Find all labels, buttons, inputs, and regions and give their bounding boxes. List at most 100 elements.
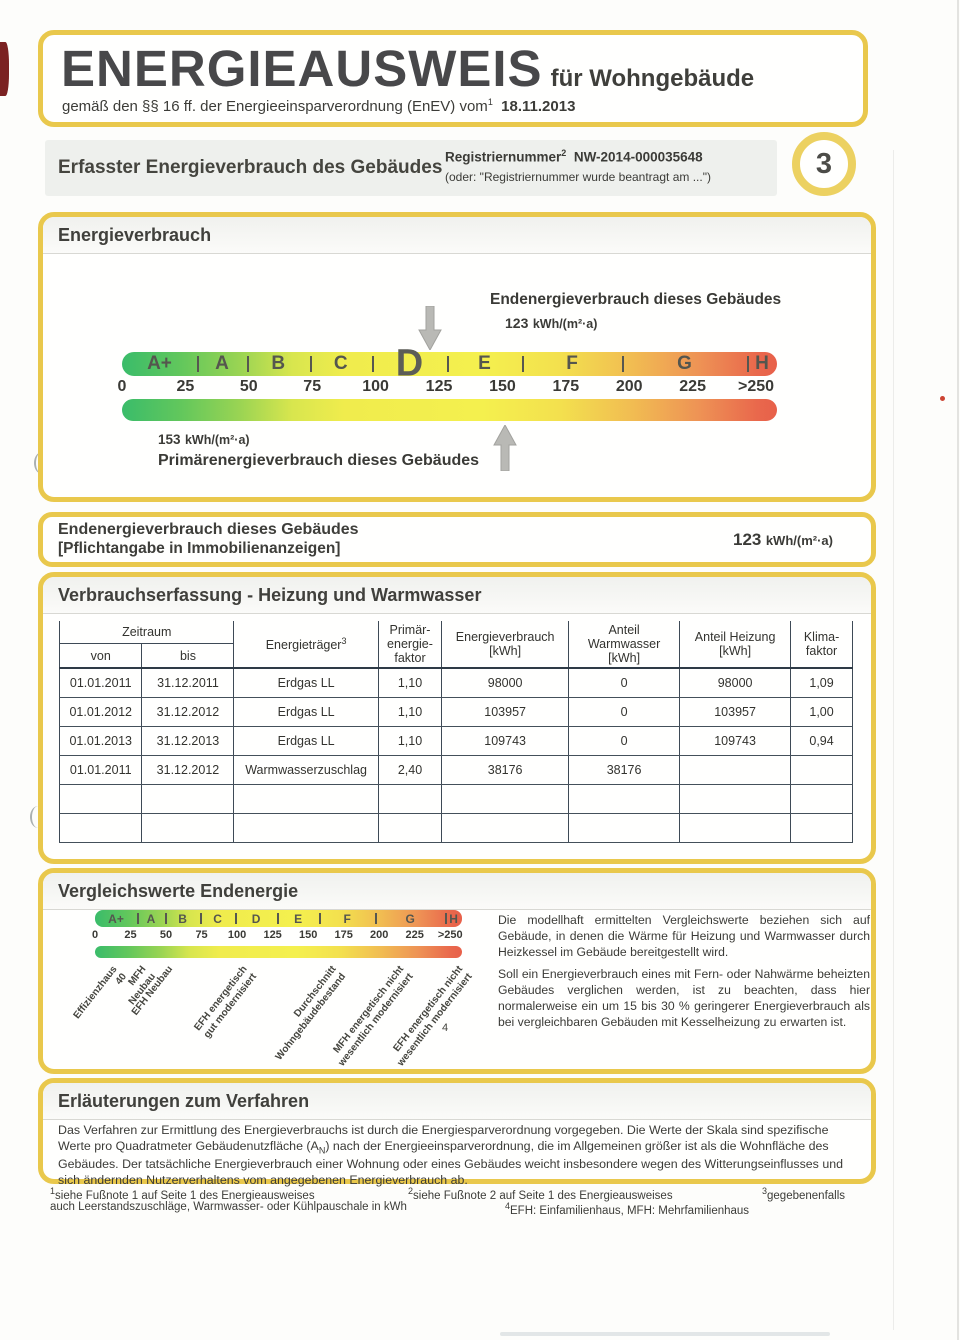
col-header-primaerfaktor: Primär- energie- faktor	[377, 621, 443, 669]
comparison-reference-labels: Effizienzhaus 40 MFH Neubau EFH Neubau EFH …	[71, 964, 474, 1068]
table-cell	[377, 784, 443, 814]
footnote-1: 1siehe Fußnote 1 auf Seite 1 des Energie…	[50, 1186, 315, 1202]
comparison-box: Vergleichswerte Endenergie	[38, 868, 876, 1074]
table-cell: 38176	[568, 755, 681, 785]
comparison-scale: A+ A B C D E F G H 0 25 50 75 100 125 150 175 200 225 >250…	[71, 910, 474, 1068]
col-header-energietraeger: Energieträger3	[233, 621, 379, 669]
scale-tick-150: 150	[298, 929, 318, 941]
section-meta-band: Erfasster Energieverbrauch des Gebäudes …	[45, 140, 777, 196]
table-cell	[58, 813, 143, 843]
scan-artifact-arc	[34, 452, 50, 474]
table-cell: 31.12.2012	[141, 697, 235, 727]
table-cell: Warmwasserzuschlag	[233, 755, 379, 785]
table-cell	[441, 813, 570, 843]
scale-class-D: D	[395, 342, 424, 385]
table-cell: 1,10	[377, 697, 443, 727]
scale-tick-50: 50	[159, 929, 173, 941]
explanation-box-title: Erläuterungen zum Verfahren	[43, 1083, 871, 1120]
table-cell: 31.12.2012	[141, 755, 235, 785]
scan-artifact-red-mark	[0, 42, 9, 96]
table-cell: Erdgas LL	[233, 668, 379, 698]
table-cell: 1,10	[377, 668, 443, 698]
primary-energy-value: 153 kWh/(m²·a)	[158, 432, 250, 447]
subscript-n: N	[318, 1145, 326, 1156]
table-cell	[377, 813, 443, 843]
scale-separator	[622, 356, 624, 372]
scale-class-B: B	[271, 353, 286, 374]
mandatory-line1: Endenergieverbrauch dieses Gebäudes	[58, 521, 359, 538]
table-row	[58, 813, 853, 843]
scale-separator	[196, 356, 199, 372]
col-header-anteil-heizung: Anteil Heizung [kWh]	[679, 621, 792, 669]
scale-tick-225: 225	[679, 378, 706, 395]
scale-tick-225: 225	[405, 929, 424, 941]
table-row: 01.01.2013 31.12.2013 Erdgas LL 1,10 109743 0…	[58, 726, 853, 756]
table-cell: 0	[568, 726, 681, 756]
scale-tick-75: 75	[195, 929, 208, 941]
table-cell: 98000	[441, 668, 570, 698]
scale-class-C: C	[333, 353, 348, 374]
scale-tick-175: 175	[552, 378, 580, 395]
scale-separator	[247, 356, 249, 372]
col-header-zeitraum: Zeitraum	[58, 621, 235, 645]
table-cell	[790, 784, 853, 814]
scale-separator	[137, 913, 140, 924]
table-cell: 1,09	[790, 668, 853, 698]
mandatory-line2: [Pflichtangabe in Immobilienanzeigen]	[58, 540, 341, 557]
table-cell: 38176	[441, 755, 570, 785]
mandatory-box: Endenergieverbrauch dieses Gebäudes [Pfl…	[38, 512, 876, 567]
registration-number-value: NW-2014-000035648	[573, 149, 703, 165]
scan-artifact-crease-line	[893, 150, 894, 1330]
footnote-ref-2: 2	[561, 148, 567, 158]
scale-tick-25: 25	[124, 929, 137, 941]
scale-tick-0: 0	[117, 378, 127, 395]
table-cell: 01.01.2013	[58, 726, 143, 756]
table-cell	[679, 784, 792, 814]
consumption-table: Zeitraum Energieträger3 Primär- energie-…	[58, 621, 853, 843]
scale-separator	[165, 913, 168, 924]
col-header-von: von	[58, 643, 143, 670]
end-energy-value: 123 kWh/(m²·a)	[505, 315, 598, 331]
document-subtitle: für Wohngebäude	[550, 65, 755, 92]
comparison-paragraph-2: Soll ein Energieverbrauch eines mit Fern…	[498, 967, 870, 1030]
col-header-energieverbrauch: Energieverbrauch [kWh]	[441, 621, 570, 669]
scale-class-F: F	[343, 911, 351, 926]
page-number-badge: 3	[792, 132, 856, 196]
table-cell: 98000	[679, 668, 792, 698]
scale-class-H: H	[755, 353, 769, 374]
energy-scale: A+ A B C D E F G H 0 25 50 75 100 125 150 175 200 225 >250	[118, 306, 777, 476]
col-header-bis: bis	[141, 643, 235, 670]
scale-separator	[447, 356, 449, 372]
table-cell: 01.01.2011	[58, 755, 143, 785]
table-box-title: Verbrauchserfassung - Heizung und Warmwa…	[43, 577, 871, 614]
scale-class-E: E	[478, 353, 491, 374]
table-cell: 109743	[679, 726, 792, 756]
header-box: ENERGIEAUSWEIS für Wohngebäude gemäß den …	[38, 30, 868, 127]
scale-class-E: E	[294, 911, 303, 926]
document-title: ENERGIEAUSWEIS	[61, 40, 543, 97]
scan-artifact-arc	[30, 806, 46, 828]
scale-tick-100: 100	[362, 378, 389, 395]
law-date: 18.11.2013	[501, 98, 576, 115]
energy-scale-mirror-bar	[122, 399, 777, 421]
law-reference-line: gemäß den §§ 16 ff. der Energieeinsparve…	[62, 97, 576, 115]
table-cell	[58, 784, 143, 814]
table-row: 01.01.2011 31.12.2011 Erdgas LL 1,10 98000 0 9…	[58, 668, 853, 698]
col-header-klimafaktor: Klima- faktor	[790, 621, 853, 669]
scale-tick-200: 200	[370, 929, 389, 941]
scale-class-D: D	[251, 911, 261, 926]
col-header-anteil-warmwasser: Anteil Warmwasser [kWh]	[568, 621, 681, 669]
scale-tick-25: 25	[176, 378, 195, 395]
scale-separator	[372, 356, 374, 372]
table-cell: 01.01.2012	[58, 697, 143, 727]
primary-energy-label: Primärenergieverbrauch dieses Gebäudes	[158, 452, 480, 469]
end-energy-unit: kWh/(m²·a)	[532, 317, 598, 331]
scale-separator	[747, 356, 749, 372]
scale-tick-150: 150	[489, 378, 516, 395]
comparison-scale-mirror-bar	[95, 946, 462, 958]
comparison-paragraph-1: Die modellhaft ermittelten Vergleichswer…	[498, 913, 870, 960]
table-cell	[568, 813, 681, 843]
table-cell	[679, 755, 792, 785]
table-cell	[790, 813, 853, 843]
